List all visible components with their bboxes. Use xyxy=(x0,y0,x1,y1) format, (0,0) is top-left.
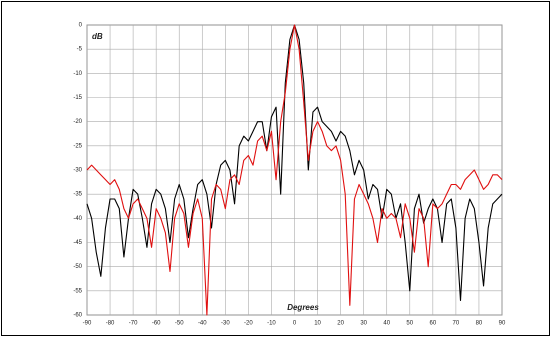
x-tick-label: -40 xyxy=(198,321,207,327)
y-tick-label: -5 xyxy=(77,47,83,53)
y-tick-label: -35 xyxy=(73,192,82,198)
x-tick-label: -50 xyxy=(175,321,184,327)
x-tick-label: -90 xyxy=(83,321,92,327)
x-tick-label: -60 xyxy=(152,321,161,327)
y-tick-label: -50 xyxy=(73,264,82,270)
y-tick-label: 0 xyxy=(79,23,83,29)
x-tick-label: 20 xyxy=(337,321,344,327)
x-tick-label: 90 xyxy=(499,321,506,327)
x-tick-label: 30 xyxy=(360,321,367,327)
x-tick-label: 40 xyxy=(383,321,390,327)
x-tick-label: -80 xyxy=(106,321,115,327)
x-tick-label: 80 xyxy=(476,321,483,327)
x-tick-label: -20 xyxy=(244,321,253,327)
x-tick-label: 0 xyxy=(293,321,297,327)
x-tick-label: 50 xyxy=(406,321,413,327)
y-tick-label: -15 xyxy=(73,95,82,101)
y-tick-label: -20 xyxy=(73,119,82,125)
y-tick-label: -60 xyxy=(73,313,82,319)
x-tick-label: 60 xyxy=(429,321,436,327)
y-tick-label: -45 xyxy=(73,240,82,246)
x-tick-label: -10 xyxy=(267,321,276,327)
x-tick-label: 70 xyxy=(453,321,460,327)
y-tick-label: -55 xyxy=(73,288,82,294)
x-tick-label: -70 xyxy=(129,321,138,327)
y-tick-label: -25 xyxy=(73,143,82,149)
y-tick-label: -10 xyxy=(73,71,82,77)
y-tick-label: -40 xyxy=(73,216,82,222)
x-tick-label: 10 xyxy=(314,321,321,327)
y-axis-label: dB xyxy=(92,32,103,41)
series-line xyxy=(86,24,503,316)
x-tick-label: -30 xyxy=(221,321,230,327)
x-axis-label: Degrees xyxy=(287,303,319,312)
y-tick-label: -30 xyxy=(73,168,82,174)
